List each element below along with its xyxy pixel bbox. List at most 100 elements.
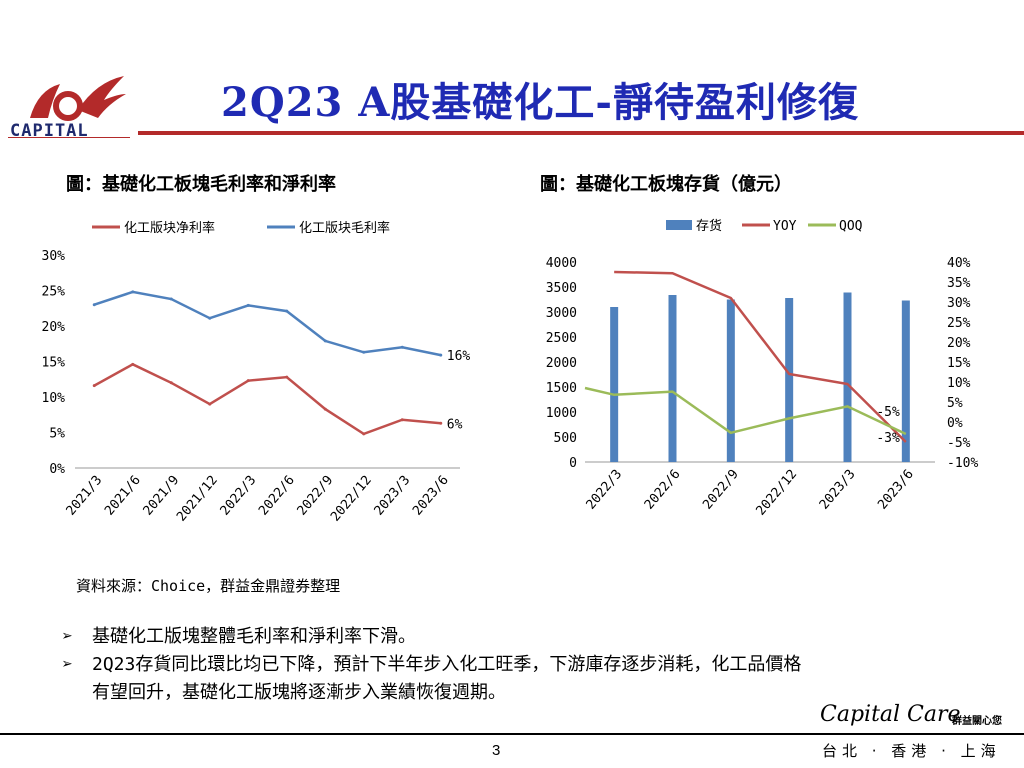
bullet-arrow-icon: ➢ bbox=[62, 654, 73, 675]
data-label: 6% bbox=[447, 417, 463, 432]
y-left-tick-label: 3500 bbox=[546, 281, 577, 296]
y-left-tick-label: 2000 bbox=[546, 356, 577, 371]
inventory-bar bbox=[726, 299, 735, 462]
x-tick-label: 2022/6 bbox=[256, 473, 298, 519]
x-tick-label: 2023/6 bbox=[410, 473, 452, 519]
legend-label-1: YOY bbox=[773, 219, 797, 234]
x-tick-label: 2022/9 bbox=[700, 467, 742, 513]
legend-label-0: 存货 bbox=[696, 218, 722, 234]
brand-tagline: 群益關心您 bbox=[952, 716, 1002, 727]
x-tick-label: 2022/6 bbox=[642, 467, 684, 513]
x-tick-label: 2023/3 bbox=[372, 473, 414, 519]
y-tick-label: 5% bbox=[49, 427, 65, 442]
y-tick-label: 20% bbox=[42, 320, 66, 335]
y-right-tick-label: 20% bbox=[947, 336, 971, 351]
footer-rule bbox=[0, 733, 1024, 735]
data-point bbox=[400, 345, 404, 349]
data-point bbox=[246, 303, 250, 307]
company-logo: CAPITAL bbox=[8, 70, 138, 141]
x-tick-label: 2022/12 bbox=[328, 473, 375, 525]
right-chart-title: 圖：基礎化工板塊存貨（億元） bbox=[540, 174, 792, 195]
y-right-tick-label: 40% bbox=[947, 256, 971, 271]
data-point bbox=[439, 353, 443, 357]
legend-label-1: 化工版块毛利率 bbox=[299, 220, 390, 236]
data-point bbox=[92, 384, 96, 388]
data-point bbox=[285, 375, 289, 379]
y-left-tick-label: 0 bbox=[569, 456, 577, 471]
x-tick-label: 2021/12 bbox=[174, 473, 221, 525]
data-point bbox=[131, 290, 135, 294]
yoy-line bbox=[614, 270, 907, 443]
x-tick-label: 2021/3 bbox=[64, 473, 106, 519]
data-point bbox=[285, 309, 289, 313]
inventory-bar bbox=[610, 307, 619, 462]
data-label: 16% bbox=[447, 349, 471, 364]
data-point bbox=[131, 362, 135, 366]
data-point bbox=[323, 339, 327, 343]
bullet-arrow-icon: ➢ bbox=[62, 626, 73, 647]
inventory-bar bbox=[785, 298, 794, 462]
inventory-bar bbox=[843, 292, 852, 462]
y-tick-label: 30% bbox=[42, 249, 66, 264]
brand-signature: Capital Care bbox=[820, 702, 961, 727]
bullet-2-text: 2Q23存貨同比環比均已下降，預計下半年步入化工旺季，下游庫存逐步消耗，化工品價… bbox=[92, 654, 802, 675]
y-left-tick-label: 4000 bbox=[546, 256, 577, 271]
bullet-1: ➢ 基礎化工版塊整體毛利率和淨利率下滑。 bbox=[62, 623, 416, 651]
series-line-1 bbox=[93, 290, 441, 357]
data-point bbox=[208, 402, 212, 406]
x-tick-label: 2022/3 bbox=[218, 473, 260, 519]
inventory-bar bbox=[668, 295, 677, 462]
page-number: 3 bbox=[492, 742, 501, 759]
data-source: 資料來源：Choice，群益金鼎證券整理 bbox=[76, 577, 341, 595]
y-right-tick-label: -10% bbox=[947, 456, 978, 471]
legend-swatch-0 bbox=[666, 220, 692, 230]
qoq-line bbox=[584, 386, 907, 436]
bullet-2-continuation: 有望回升，基礎化工版塊將逐漸步入業績恢復週期。 bbox=[92, 682, 506, 703]
data-point bbox=[400, 418, 404, 422]
inventory-bar bbox=[901, 300, 910, 462]
legend-label-2: QOQ bbox=[839, 219, 863, 234]
header-rule bbox=[138, 131, 1024, 135]
x-tick-label: 2023/3 bbox=[817, 467, 859, 513]
y-right-tick-label: 5% bbox=[947, 396, 963, 411]
header-rule-left bbox=[8, 137, 130, 138]
y-right-tick-label: 25% bbox=[947, 316, 971, 331]
x-tick-label: 2022/3 bbox=[584, 467, 626, 513]
y-tick-label: 15% bbox=[42, 356, 66, 371]
data-label: -3% bbox=[876, 431, 900, 446]
y-right-tick-label: 0% bbox=[947, 416, 963, 431]
bullet-2: ➢ 2Q23存貨同比環比均已下降，預計下半年步入化工旺季，下游庫存逐步消耗，化工品… bbox=[62, 651, 992, 679]
y-right-tick-label: 15% bbox=[947, 356, 971, 371]
y-left-tick-label: 500 bbox=[554, 431, 577, 446]
left-chart-title: 圖：基礎化工板塊毛利率和淨利率 bbox=[66, 174, 336, 195]
data-point bbox=[92, 303, 96, 307]
series-line-0 bbox=[93, 362, 441, 436]
margin-line-chart: 化工版块净利率 化工版块毛利率 0% 5% 10% 15% 20% 25% 30% 2021/3… bbox=[42, 220, 471, 525]
x-tick-label: 2022/12 bbox=[754, 467, 801, 519]
y-left-tick-label: 1000 bbox=[546, 406, 577, 421]
y-left-tick-label: 1500 bbox=[546, 381, 577, 396]
y-right-tick-label: 10% bbox=[947, 376, 971, 391]
office-cities: 台北 · 香港 · 上海 bbox=[822, 742, 1001, 760]
inventory-combo-chart: 存货 YOY QOQ 0 500 1000 1500 2000 2500 3000 3500 400… bbox=[546, 218, 979, 519]
data-point bbox=[439, 421, 443, 425]
legend-label-0: 化工版块净利率 bbox=[124, 220, 215, 236]
y-tick-label: 25% bbox=[42, 285, 66, 300]
data-label: -5% bbox=[876, 405, 900, 420]
y-left-tick-label: 3000 bbox=[546, 306, 577, 321]
y-left-tick-label: 2500 bbox=[546, 331, 577, 346]
y-tick-label: 0% bbox=[49, 462, 65, 477]
logo-text: CAPITAL bbox=[10, 121, 89, 140]
data-point bbox=[362, 432, 366, 436]
y-right-tick-label: 30% bbox=[947, 296, 971, 311]
page-title: 2Q23 A股基礎化工-靜待盈利修復 bbox=[221, 79, 859, 126]
x-tick-label: 2021/6 bbox=[102, 473, 144, 519]
y-tick-label: 10% bbox=[42, 391, 66, 406]
data-point bbox=[208, 316, 212, 320]
y-right-tick-label: -5% bbox=[947, 436, 971, 451]
x-tick-label: 2023/6 bbox=[875, 467, 917, 513]
data-point bbox=[323, 407, 327, 411]
bullet-1-text: 基礎化工版塊整體毛利率和淨利率下滑。 bbox=[92, 626, 416, 647]
data-point bbox=[246, 379, 250, 383]
data-point bbox=[169, 297, 173, 301]
